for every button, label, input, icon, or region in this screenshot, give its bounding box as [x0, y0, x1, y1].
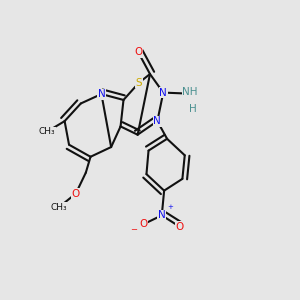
- Text: H: H: [188, 104, 196, 114]
- Text: N: N: [159, 88, 167, 98]
- Text: CH₃: CH₃: [39, 127, 55, 136]
- Text: N: N: [154, 116, 161, 126]
- Text: +: +: [168, 203, 173, 209]
- Text: NH: NH: [182, 87, 198, 97]
- Text: O: O: [134, 47, 142, 57]
- Text: −: −: [130, 225, 138, 234]
- Text: S: S: [136, 78, 142, 88]
- Text: O: O: [140, 219, 148, 229]
- Text: CH₃: CH₃: [50, 203, 67, 212]
- Text: O: O: [175, 222, 184, 232]
- Text: N: N: [158, 210, 166, 220]
- Text: N: N: [98, 89, 105, 99]
- Text: O: O: [72, 189, 80, 199]
